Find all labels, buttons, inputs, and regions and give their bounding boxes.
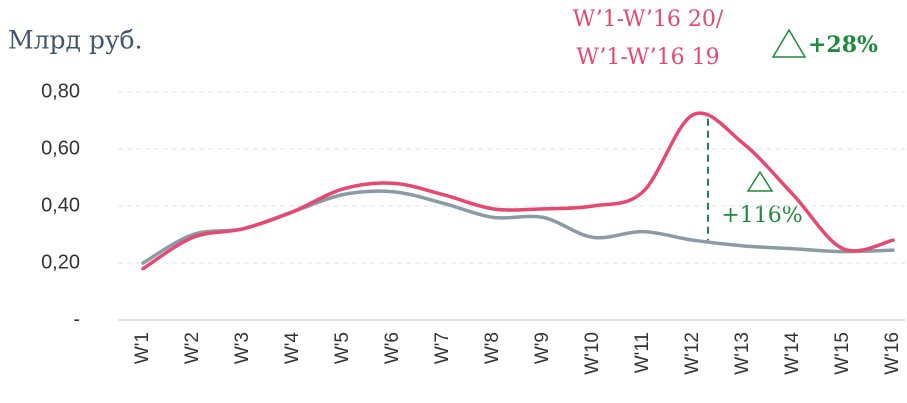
x-tick-label: W'3 bbox=[232, 332, 253, 364]
x-tick-label: W'11 bbox=[632, 332, 653, 373]
annotation: W’1-W’16 20/ bbox=[573, 7, 724, 32]
y-axis-label: Млрд руб. bbox=[8, 26, 143, 55]
y-tick-label: 0,60 bbox=[41, 137, 80, 159]
x-tick-label: W'1 bbox=[132, 332, 153, 364]
delta-icon bbox=[771, 28, 807, 58]
series-line bbox=[141, 111, 895, 271]
x-tick-label: W'15 bbox=[832, 332, 853, 375]
x-tick-label: W'5 bbox=[332, 332, 353, 364]
x-tick-label: W'6 bbox=[382, 332, 403, 364]
y-tick-label: 0,80 bbox=[41, 80, 80, 102]
x-tick-label: W'7 bbox=[432, 332, 453, 364]
x-tick-label: W'2 bbox=[182, 332, 203, 364]
y-tick-label: - bbox=[73, 308, 80, 330]
y-tick-label: 0,40 bbox=[41, 194, 80, 216]
y-tick-label: 0,20 bbox=[41, 251, 80, 273]
annotation: +116% bbox=[721, 203, 802, 228]
x-tick-label: W'13 bbox=[732, 332, 753, 375]
x-tick-label: W'16 bbox=[882, 332, 903, 375]
x-tick-label: W'12 bbox=[682, 332, 703, 375]
delta-icon bbox=[746, 170, 774, 192]
annotation: +28% bbox=[808, 32, 878, 58]
x-tick-label: W'14 bbox=[782, 332, 803, 375]
x-tick-label: W'9 bbox=[532, 332, 553, 364]
x-tick-label: W'4 bbox=[282, 332, 303, 365]
annotation: W’1-W’16 19 bbox=[576, 45, 719, 70]
x-tick-label: W'10 bbox=[582, 332, 603, 375]
x-tick-label: W'8 bbox=[482, 332, 503, 364]
